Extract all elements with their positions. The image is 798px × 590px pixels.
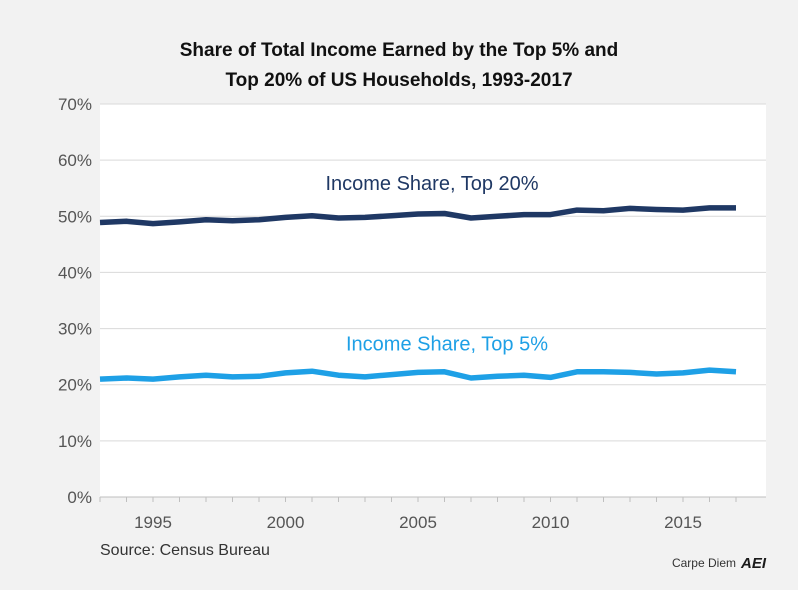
y-axis-ticks: 0% 10% 20% 30% 40% 50% 60% 70% — [58, 95, 92, 507]
x-axis-ticks: 1995 2000 2005 2010 2015 — [99, 497, 737, 532]
source-note: Source: Census Bureau — [100, 542, 270, 559]
y-tick-label-70: 70% — [58, 95, 92, 114]
y-tick-label-0: 0% — [67, 488, 92, 507]
plot-area — [100, 104, 766, 497]
series-lines — [99, 205, 737, 382]
x-tick-label-2005: 2005 — [399, 513, 437, 532]
credit-text: Carpe Diem — [672, 556, 736, 570]
series-label-income-share-top-5: Income Share, Top 5% — [346, 333, 548, 355]
y-tick-label-50: 50% — [58, 207, 92, 226]
x-tick-label-2015: 2015 — [664, 513, 702, 532]
series-line-income-share-top-20 — [99, 205, 736, 227]
y-tick-label-60: 60% — [58, 151, 92, 170]
series-label-income-share-top-20: Income Share, Top 20% — [325, 173, 538, 195]
chart-title-line-2: Top 20% of US Households, 1993-2017 — [225, 70, 572, 91]
x-tick-label-1995: 1995 — [134, 513, 172, 532]
y-tick-label-40: 40% — [58, 263, 92, 282]
y-tick-label-20: 20% — [58, 376, 92, 395]
series-line-income-share-top-5 — [99, 367, 737, 382]
aei-logo: AEI — [740, 555, 767, 572]
credit-mark: Carpe Diem AEI — [672, 555, 767, 572]
series-labels: Income Share, Top 20% Income Share, Top 5… — [325, 173, 548, 355]
x-tick-label-2010: 2010 — [532, 513, 570, 532]
chart-title-line-1: Share of Total Income Earned by the Top … — [180, 40, 618, 61]
x-tick-label-2000: 2000 — [267, 513, 305, 532]
y-tick-label-10: 10% — [58, 432, 92, 451]
y-tick-label-30: 30% — [58, 320, 92, 339]
